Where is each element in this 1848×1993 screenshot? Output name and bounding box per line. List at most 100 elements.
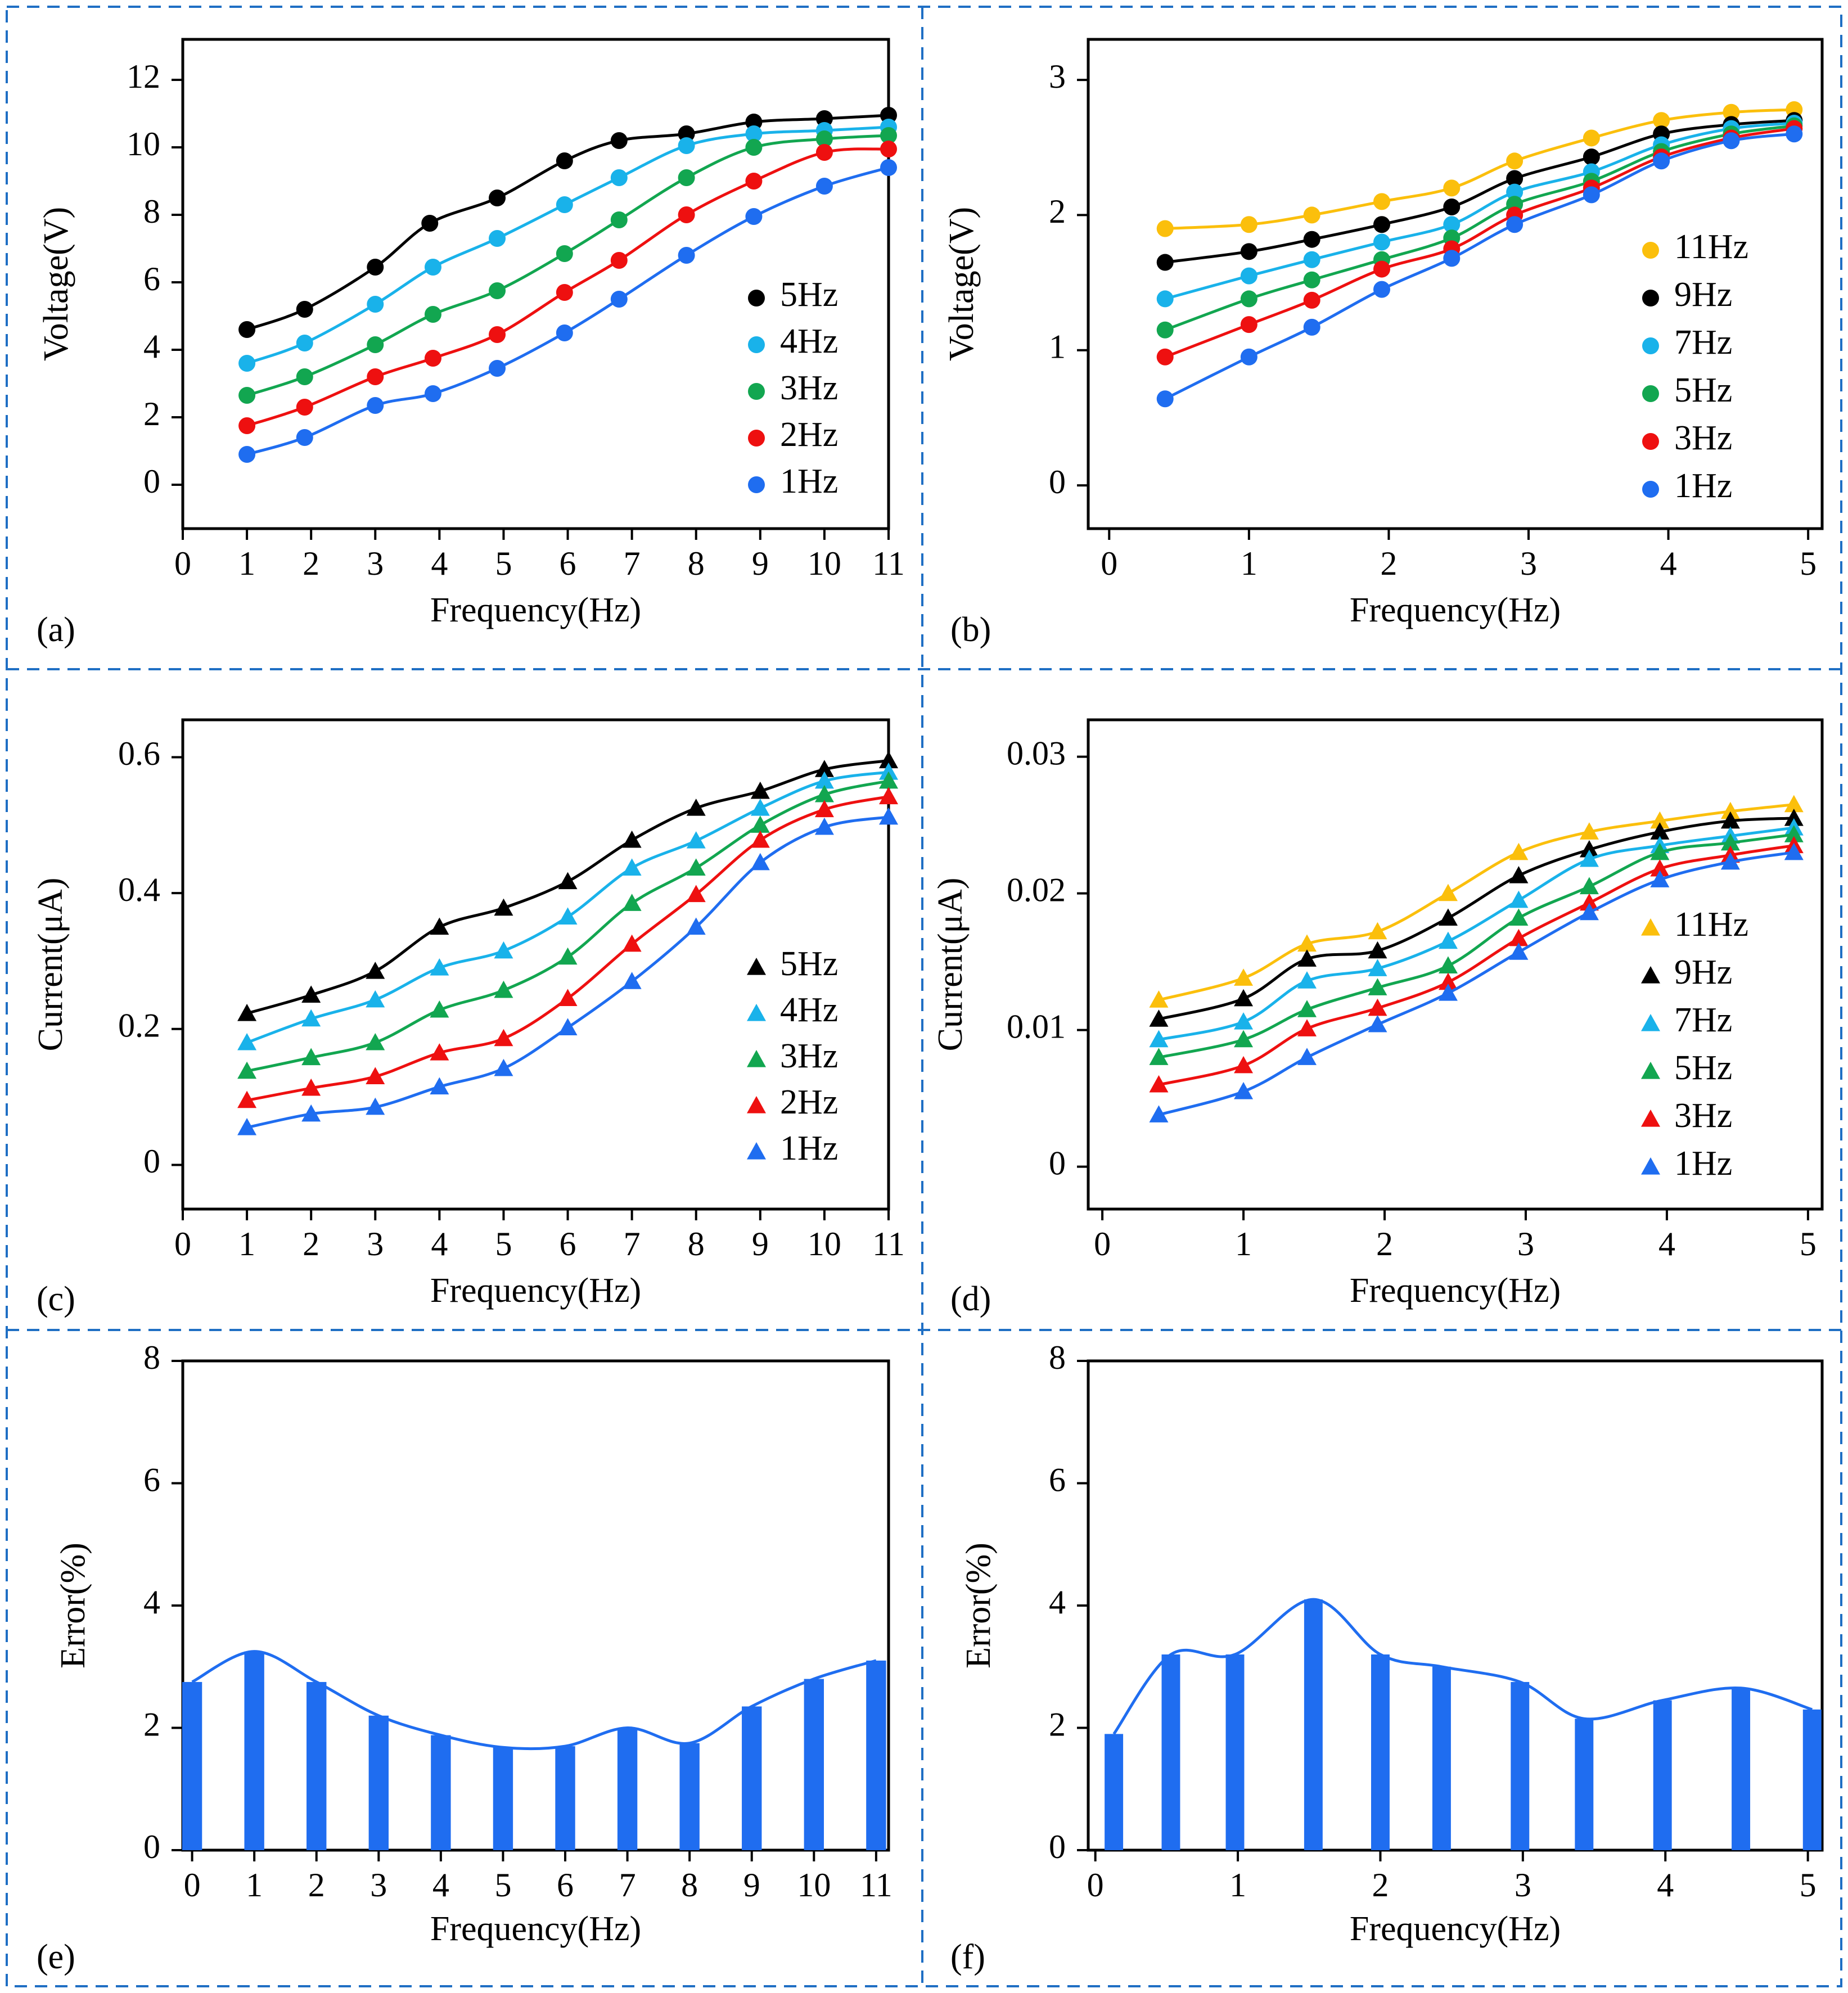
x-tick-label: 11 — [872, 1225, 905, 1262]
data-point — [1720, 852, 1740, 870]
bar — [368, 1715, 389, 1850]
data-point — [814, 760, 834, 777]
data-point — [880, 141, 897, 157]
y-tick-label: 0.02 — [1007, 871, 1066, 908]
data-point — [814, 784, 834, 802]
series-2Hz — [237, 787, 898, 1108]
series-line — [1158, 833, 1795, 1059]
data-point — [622, 894, 642, 911]
error-trend-line — [1112, 1598, 1813, 1735]
series-1Hz — [238, 159, 897, 463]
series-1Hz — [1149, 842, 1804, 1122]
legend-marker — [1642, 337, 1659, 354]
series-4Hz — [237, 763, 898, 1050]
x-tick-label: 3 — [367, 545, 384, 582]
x-tick-label: 0 — [1101, 545, 1117, 582]
legend-label: 5Hz — [780, 276, 838, 314]
data-point — [367, 259, 384, 276]
bar — [1161, 1654, 1180, 1850]
data-point — [750, 830, 770, 848]
data-point — [745, 173, 763, 190]
x-tick-label: 9 — [752, 1225, 769, 1262]
series-11Hz — [1149, 795, 1804, 1008]
data-point — [430, 958, 449, 976]
data-point — [366, 1097, 385, 1115]
panel-label: (b) — [950, 611, 991, 649]
y-tick-label: 8 — [1049, 1339, 1066, 1376]
data-point — [1509, 866, 1529, 883]
x-tick-label: 6 — [557, 1866, 574, 1904]
legend-label: 1Hz — [780, 1129, 838, 1167]
data-point — [745, 139, 763, 156]
data-point — [745, 114, 763, 130]
data-point — [556, 196, 573, 213]
x-tick-label: 9 — [743, 1866, 760, 1904]
x-tick-label: 11 — [860, 1866, 893, 1904]
y-axis-label: Voltage(V) — [943, 207, 981, 361]
data-point — [1149, 1105, 1169, 1122]
data-point — [296, 399, 313, 416]
x-tick-label: 4 — [1658, 1225, 1675, 1262]
data-point — [1368, 922, 1387, 940]
series-5Hz — [237, 751, 898, 1021]
data-point — [1297, 949, 1317, 967]
legend-marker — [747, 1050, 766, 1067]
data-point — [610, 211, 628, 228]
data-point — [430, 917, 449, 935]
data-point — [686, 831, 706, 849]
legend-marker — [748, 430, 765, 447]
data-point — [1368, 1014, 1387, 1032]
data-point — [1373, 193, 1390, 210]
plot-area-frame — [1087, 718, 1824, 1211]
data-point — [430, 1043, 449, 1061]
data-point — [1303, 291, 1320, 309]
data-point — [1579, 893, 1599, 911]
x-tick-label: 11 — [872, 545, 905, 582]
bar — [1371, 1654, 1390, 1850]
data-point — [1234, 968, 1254, 986]
series-line — [1158, 826, 1795, 1041]
x-tick-label: 2 — [308, 1866, 325, 1904]
data-point — [1368, 959, 1387, 976]
data-point — [421, 215, 439, 232]
x-tick-label: 3 — [367, 1225, 384, 1262]
bar — [617, 1728, 638, 1850]
legend-label: 2Hz — [780, 416, 838, 454]
series-line — [1158, 851, 1795, 1116]
x-axis-label: Frequency(Hz) — [430, 1271, 641, 1310]
bar — [742, 1706, 762, 1850]
panel-c: 0 1 2 3 4 5 6 7 8 9 10 11 0 0.2 0.4 0.6 Frequency(Hz) Cur… — [31, 718, 905, 1318]
legend-marker — [748, 476, 765, 493]
data-point — [1723, 132, 1740, 150]
data-point — [1303, 318, 1320, 336]
plot-area-frame — [181, 718, 890, 1211]
x-tick-label: 6 — [560, 1225, 576, 1262]
data-point — [489, 282, 506, 299]
x-axis-label: Frequency(Hz) — [1350, 591, 1561, 629]
data-point — [367, 336, 384, 353]
legend-label: 4Hz — [780, 991, 838, 1029]
x-tick-label: 5 — [494, 1866, 511, 1904]
y-tick-label: 3 — [1049, 58, 1066, 95]
data-point — [301, 1104, 321, 1122]
series-3Hz — [237, 771, 898, 1079]
legend-marker — [748, 290, 765, 306]
data-point — [1234, 1056, 1254, 1074]
legend-label: 7Hz — [1674, 323, 1732, 362]
data-point — [610, 169, 628, 186]
series-line — [1158, 803, 1795, 1002]
data-point — [366, 1067, 385, 1084]
x-tick-label: 5 — [495, 545, 512, 582]
data-point — [815, 178, 833, 195]
x-tick-label: 7 — [624, 545, 641, 582]
legend-label: 4Hz — [780, 322, 838, 360]
data-point — [494, 898, 513, 916]
bar — [1653, 1700, 1672, 1850]
data-point — [1240, 216, 1257, 233]
legend-label: 1Hz — [1674, 467, 1732, 505]
data-point — [686, 799, 706, 816]
data-point — [494, 941, 513, 959]
data-point — [1583, 148, 1600, 166]
data-point — [622, 972, 642, 989]
data-point — [880, 159, 897, 176]
